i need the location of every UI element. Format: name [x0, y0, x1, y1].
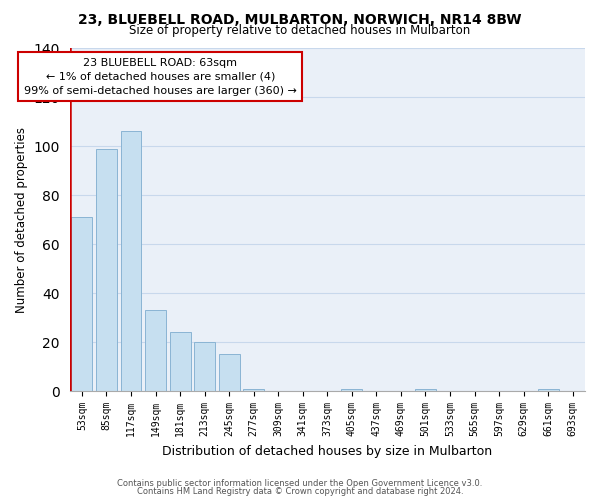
Bar — [415, 388, 436, 391]
Text: Contains public sector information licensed under the Open Government Licence v3: Contains public sector information licen… — [118, 478, 482, 488]
Y-axis label: Number of detached properties: Number of detached properties — [15, 126, 28, 312]
Text: Size of property relative to detached houses in Mulbarton: Size of property relative to detached ho… — [130, 24, 470, 37]
Bar — [96, 148, 117, 391]
Title: 23, BLUEBELL ROAD, MULBARTON, NORWICH, NR14 8BW
Size of property relative to det: 23, BLUEBELL ROAD, MULBARTON, NORWICH, N… — [0, 499, 1, 500]
X-axis label: Distribution of detached houses by size in Mulbarton: Distribution of detached houses by size … — [162, 444, 493, 458]
Bar — [341, 388, 362, 391]
Bar — [243, 388, 264, 391]
Bar — [121, 132, 142, 391]
Text: 23 BLUEBELL ROAD: 63sqm
← 1% of detached houses are smaller (4)
99% of semi-deta: 23 BLUEBELL ROAD: 63sqm ← 1% of detached… — [24, 58, 297, 96]
Text: 23, BLUEBELL ROAD, MULBARTON, NORWICH, NR14 8BW: 23, BLUEBELL ROAD, MULBARTON, NORWICH, N… — [78, 12, 522, 26]
Bar — [219, 354, 239, 391]
Bar — [145, 310, 166, 391]
Bar — [170, 332, 191, 391]
Bar — [194, 342, 215, 391]
Bar — [71, 217, 92, 391]
Text: Contains HM Land Registry data © Crown copyright and database right 2024.: Contains HM Land Registry data © Crown c… — [137, 487, 463, 496]
Bar — [538, 388, 559, 391]
